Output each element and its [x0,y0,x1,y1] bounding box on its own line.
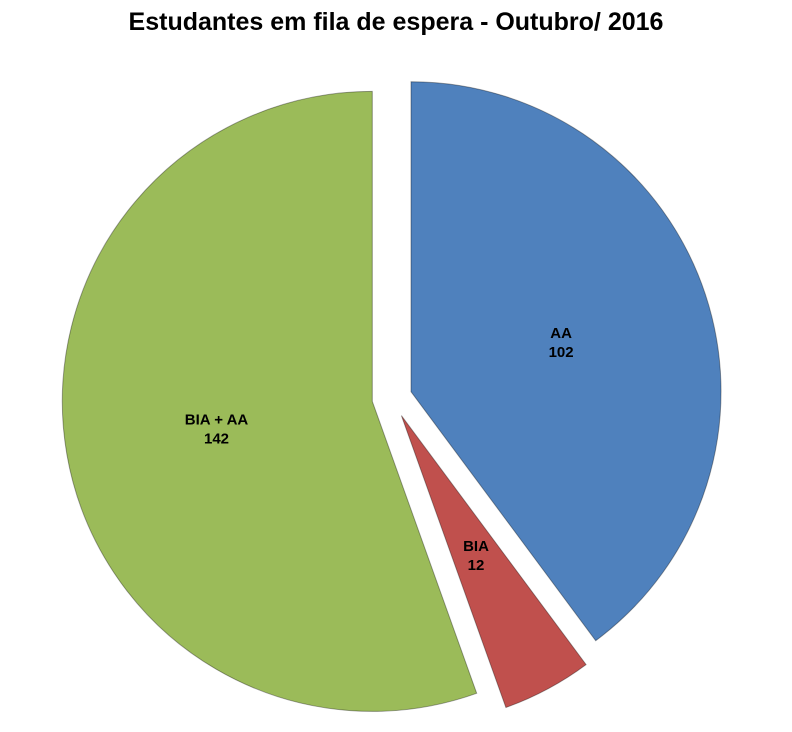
slice-label: BIA 12 [463,538,489,574]
pie-slice-bia-plus-aa [61,90,478,712]
slice-label: BIA + AA 142 [185,411,249,447]
slice-label: AA 102 [549,325,574,361]
chart-title: Estudantes em fila de espera - Outubro/ … [128,8,664,36]
pie-slice-bia [400,415,587,709]
pie-slice-aa [410,81,722,642]
